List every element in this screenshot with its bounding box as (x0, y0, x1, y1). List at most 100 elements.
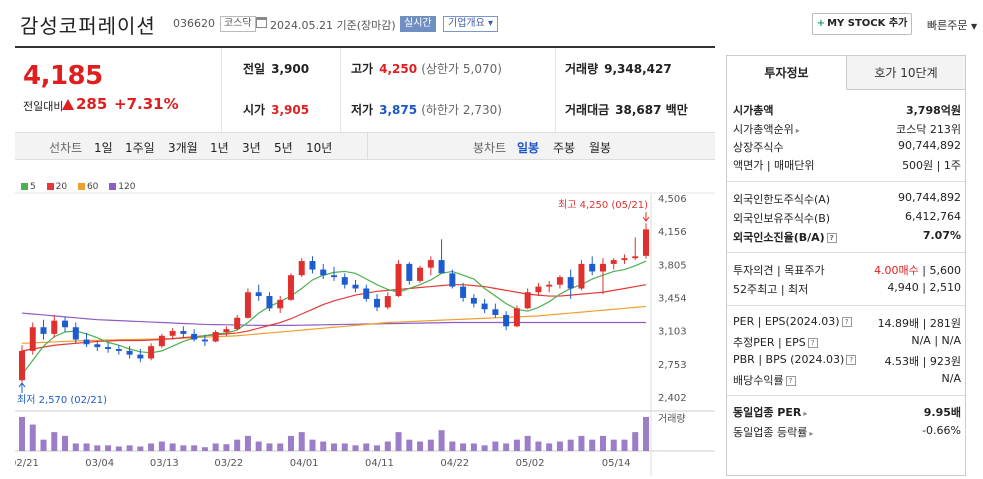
candle (169, 331, 176, 336)
stat-open: 시가 3,905 (243, 103, 310, 117)
volume-bar (277, 443, 284, 451)
candle (234, 317, 241, 330)
tab-10year[interactable]: 10년 (306, 141, 333, 155)
section-divider (727, 181, 965, 182)
tab-1day[interactable]: 1일 (94, 141, 113, 155)
base-date: 2024.05.21 기준(장마감) (270, 19, 396, 32)
volume-bar (309, 439, 316, 451)
price-stats: 전일 3,900 시가 3,905 고가 4,250 (상한가 5,070) 저가 3,… (223, 48, 715, 132)
max-price-label: 최고 4,250 (05/21) (558, 199, 648, 211)
candle (643, 229, 649, 256)
help-icon: ? (807, 338, 818, 348)
tab-weekly[interactable]: 주봉 (553, 141, 576, 155)
sector-per-row[interactable]: 동일업종 PER ▸ 9.95배 (733, 406, 961, 419)
tab-hoga-10[interactable]: 호가 10단계 (846, 56, 965, 90)
cap-rank-row[interactable]: 시가총액순위 ▸ 코스닥 213위 (733, 123, 961, 136)
candle (363, 288, 370, 299)
volume-bar (492, 441, 499, 451)
market-cap-row: 시가총액 3,798억원 (733, 104, 961, 117)
candle (470, 297, 477, 304)
volume-bar (191, 445, 198, 451)
volume-bar (470, 443, 477, 451)
tab-divider (367, 133, 368, 159)
volume-bar (374, 445, 381, 451)
volume-bar (363, 443, 370, 451)
tab-3year[interactable]: 3년 (242, 141, 261, 155)
volume-bar (266, 443, 273, 451)
chevron-right-icon: ▸ (795, 126, 800, 135)
volume-bar (513, 439, 520, 451)
y-tick-label: 4,506 (658, 194, 687, 205)
candle (255, 292, 262, 297)
candle (406, 263, 413, 281)
candle (277, 299, 284, 309)
volume-bar (298, 432, 305, 451)
volume-bar (406, 439, 413, 451)
tab-monthly[interactable]: 월봉 (589, 141, 612, 155)
candle (427, 260, 434, 268)
chevron-down-icon: ▼ (970, 22, 978, 31)
volume-bar (169, 443, 176, 451)
min-arrow-icon (18, 382, 26, 393)
tab-1week[interactable]: 1주일 (125, 141, 155, 155)
volume-bar (643, 417, 649, 451)
price-change-pct: +7.31% (114, 95, 179, 113)
tab-1year[interactable]: 1년 (210, 141, 229, 155)
current-price: 4,185 (23, 61, 103, 91)
per-row: PER | EPS(2024.03)? 14.89배 | 281원 (733, 315, 961, 330)
candle (331, 275, 337, 278)
tab-daily[interactable]: 일봉 (517, 141, 540, 155)
min-price-label: 최저 2,570 (02/21) (17, 394, 107, 406)
ma20-line (21, 284, 647, 352)
my-stock-add-button[interactable]: + MY STOCK 추가 (812, 13, 912, 35)
y-tick-label: 3,103 (658, 327, 687, 338)
volume-bar (331, 443, 337, 451)
volume-bar (40, 439, 47, 451)
chart-legend: 5 20 60 120 (21, 182, 143, 192)
candle (632, 256, 639, 259)
volume-bar (599, 435, 606, 451)
volume-bar (352, 445, 359, 451)
face-row: 액면가 | 매매단위 500원 | 1주 (733, 159, 961, 172)
volume-label: 거래량 (658, 413, 686, 425)
volume-bar (244, 435, 251, 451)
y-tick-label: 3,805 (658, 260, 687, 271)
realtime-button[interactable]: 실시간 (400, 16, 436, 32)
candle (384, 296, 391, 308)
volume-bar (223, 444, 230, 451)
candlestick-chart[interactable]: 4,506 4,156 3,805 3,454 3,103 2,753 2,402 02/21… (10, 160, 715, 476)
stat-volume: 거래량 9,348,427 (565, 62, 672, 76)
x-tick-label: 05/14 (602, 458, 631, 469)
volume-bar (51, 432, 58, 451)
candle (481, 303, 488, 310)
stock-chart: 5 20 60 120 4,506 4,156 3,805 3,454 3,103 2,7… (10, 160, 715, 476)
volume-bar (62, 435, 69, 451)
x-tick-label: 04/01 (290, 458, 319, 469)
tab-5year[interactable]: 5년 (274, 141, 293, 155)
candle (40, 327, 47, 334)
week52-row: 52주최고 | 최저 4,940 | 2,510 (733, 281, 961, 296)
candle (621, 258, 628, 261)
tab-invest-info[interactable]: 투자정보 (727, 56, 846, 90)
candle (148, 346, 155, 359)
volume-bar (158, 441, 165, 451)
volume-bar (341, 443, 348, 451)
volume-bar (524, 435, 531, 451)
candle (51, 320, 58, 334)
quick-order-button[interactable]: 빠른주문 ▼ (927, 19, 978, 32)
candle (589, 263, 596, 272)
volume-bar (287, 435, 294, 451)
dividend-row: 배당수익률? N/A (733, 372, 961, 387)
sector-rate-row[interactable]: 동일업종 등락률 ▸ -0.66% (733, 424, 961, 439)
candle (449, 273, 456, 287)
volume-bar (567, 439, 574, 451)
volume-bar (126, 445, 133, 451)
section-divider (727, 252, 965, 253)
company-info-button[interactable]: 기업개요 ▾ (443, 16, 499, 32)
x-tick-label: 03/22 (214, 458, 243, 469)
tab-3month[interactable]: 3개월 (168, 141, 198, 155)
volume-bar (148, 443, 155, 451)
opinion-row: 투자의견 | 목표주가 4.00매수 | 5,600 (733, 264, 961, 277)
volume-bar (180, 445, 187, 451)
stat-prev-close: 전일 3,900 (243, 62, 310, 76)
